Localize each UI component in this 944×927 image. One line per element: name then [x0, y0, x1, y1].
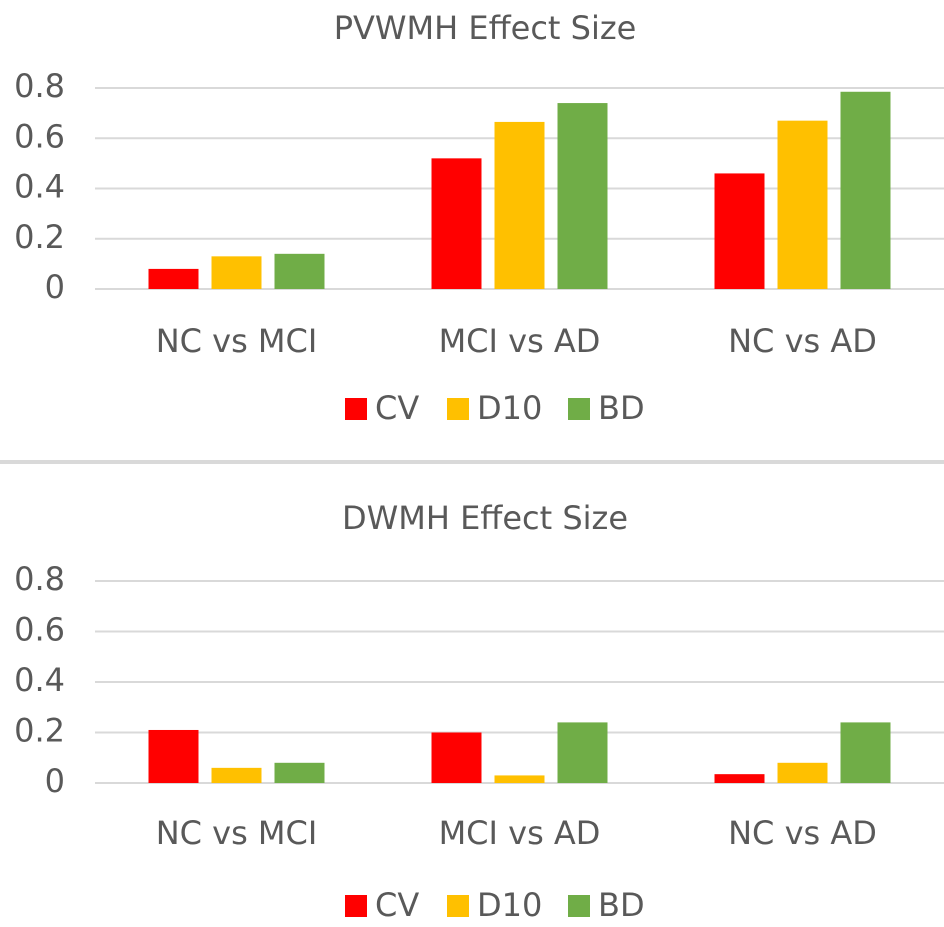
bar	[777, 120, 828, 289]
y-tick-label: 0.6	[14, 117, 65, 155]
legend-label: CV	[375, 886, 419, 924]
bar	[557, 722, 608, 783]
bar	[148, 268, 199, 289]
x-tick-label: MCI vs AD	[439, 322, 601, 360]
bar	[840, 91, 891, 289]
bar	[714, 173, 765, 289]
legend-swatch	[345, 895, 367, 917]
legend-swatch	[447, 895, 469, 917]
legend-swatch	[447, 398, 469, 420]
x-tick-label: NC vs AD	[728, 814, 877, 852]
bar	[274, 762, 325, 783]
bar	[431, 158, 482, 289]
legend-swatch	[345, 398, 367, 420]
bar	[840, 722, 891, 783]
y-tick-label: 0	[45, 762, 65, 800]
legend-swatch	[568, 895, 590, 917]
y-tick-label: 0	[45, 268, 65, 306]
bar	[211, 767, 262, 783]
x-tick-label: NC vs MCI	[156, 814, 318, 852]
y-tick-label: 0.8	[14, 67, 65, 105]
legend-label: CV	[375, 389, 419, 427]
y-tick-label: 0.2	[14, 712, 65, 750]
x-tick-label: NC vs AD	[728, 322, 877, 360]
legend-label: D10	[477, 389, 542, 427]
x-tick-label: NC vs MCI	[156, 322, 318, 360]
chart-title: DWMH Effect Size	[342, 499, 628, 537]
bar	[494, 121, 545, 289]
y-tick-label: 0.6	[14, 611, 65, 649]
bar	[148, 729, 199, 783]
bar	[557, 103, 608, 289]
y-tick-label: 0.4	[14, 168, 65, 206]
legend-label: D10	[477, 886, 542, 924]
bar	[431, 732, 482, 783]
bar	[274, 253, 325, 289]
legend-label: BD	[598, 389, 645, 427]
legend-label: BD	[598, 886, 645, 924]
bar	[777, 762, 828, 783]
bar	[211, 256, 262, 289]
chart-title: PVWMH Effect Size	[334, 9, 637, 47]
y-tick-label: 0.8	[14, 560, 65, 598]
legend-swatch	[568, 398, 590, 420]
bar	[494, 775, 545, 783]
y-tick-label: 0.4	[14, 661, 65, 699]
bar	[714, 774, 765, 783]
y-tick-label: 0.2	[14, 218, 65, 256]
x-tick-label: MCI vs AD	[439, 814, 601, 852]
